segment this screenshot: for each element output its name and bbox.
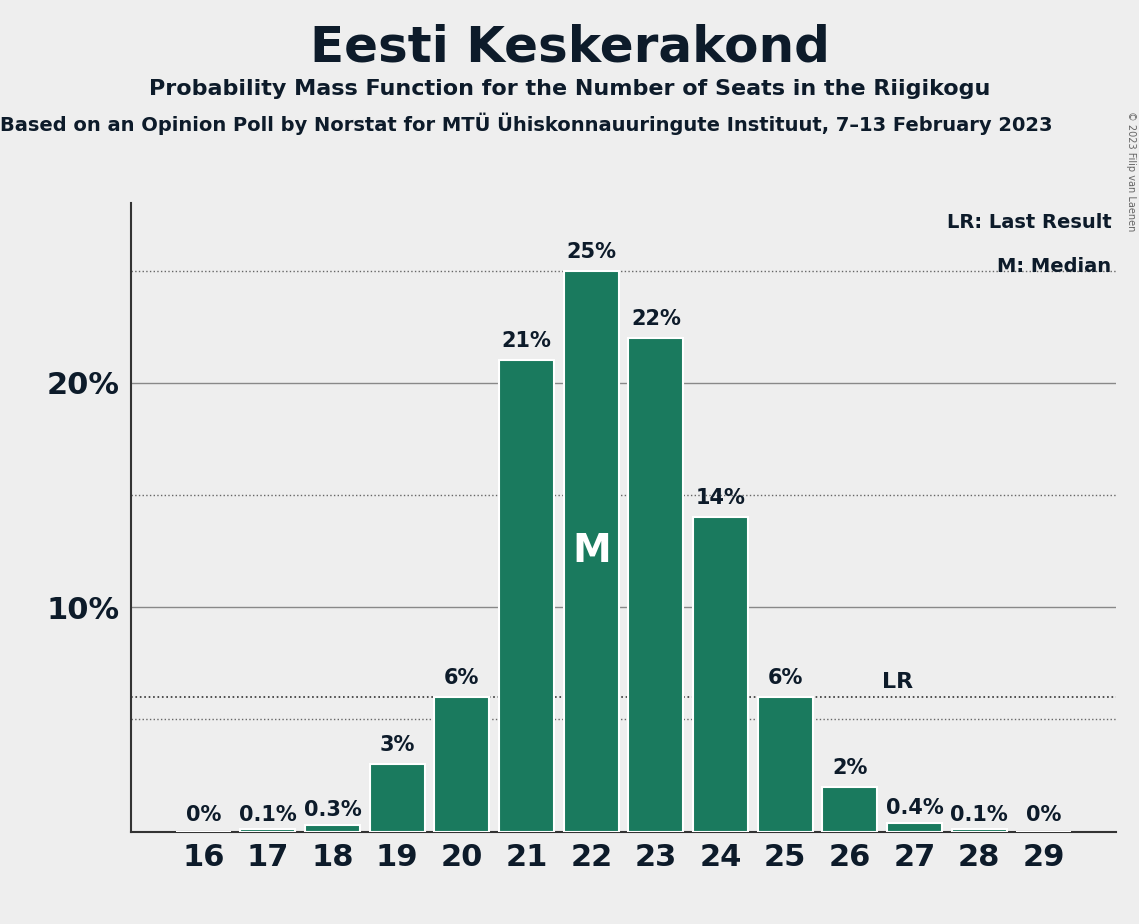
Text: 0%: 0% [186,805,221,825]
Bar [694,517,748,832]
Bar [757,697,813,832]
Text: © 2023 Filip van Laenen: © 2023 Filip van Laenen [1126,111,1136,231]
Text: 0.1%: 0.1% [950,805,1008,825]
Text: M: M [572,532,611,570]
Text: 0%: 0% [1026,805,1062,825]
Text: 0.1%: 0.1% [239,805,297,825]
Text: Probability Mass Function for the Number of Seats in the Riigikogu: Probability Mass Function for the Number… [149,79,990,99]
Text: 21%: 21% [501,332,551,351]
Text: 14%: 14% [696,489,746,508]
Bar [240,830,295,832]
Text: 3%: 3% [379,736,415,755]
Bar [822,786,877,832]
Bar [564,271,618,832]
Text: 6%: 6% [768,668,803,688]
Text: Eesti Keskerakond: Eesti Keskerakond [310,23,829,71]
Bar [629,338,683,832]
Bar [887,822,942,832]
Bar [305,825,360,832]
Text: 0.3%: 0.3% [304,800,361,821]
Bar [434,697,490,832]
Text: 6%: 6% [444,668,480,688]
Text: 25%: 25% [566,241,616,261]
Text: Based on an Opinion Poll by Norstat for MTÜ Ühiskonnauuringute Instituut, 7–13 F: Based on an Opinion Poll by Norstat for … [0,113,1052,135]
Text: LR: LR [883,673,913,692]
Bar [952,830,1007,832]
Text: M: Median: M: Median [997,257,1112,275]
Text: 0.4%: 0.4% [886,798,943,818]
Text: 22%: 22% [631,309,681,329]
Bar [499,360,554,832]
Text: LR: Last Result: LR: Last Result [947,213,1112,232]
Text: 2%: 2% [833,758,868,778]
Bar [370,764,425,832]
